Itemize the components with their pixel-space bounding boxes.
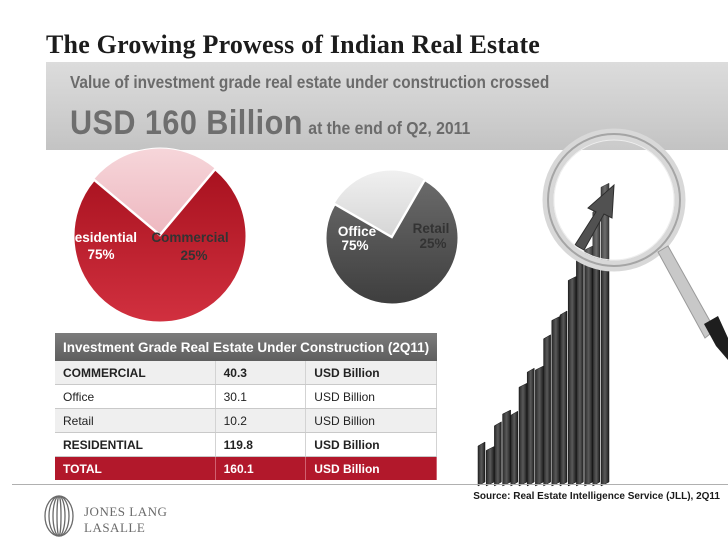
banner-headline: USD 160 Billion at the end of Q2, 2011: [70, 104, 470, 143]
rising-bars-graphic: [477, 182, 615, 487]
logo-line-1: JONES LANG: [84, 504, 168, 519]
table-cell: 30.1: [215, 384, 307, 409]
rising-bar: [567, 276, 577, 487]
footer-divider: [12, 484, 728, 485]
rising-arrow-icon: [574, 183, 615, 251]
pie2-value-retail: 25%: [419, 236, 446, 251]
rising-bar: [526, 367, 535, 487]
table-cell: USD Billion: [305, 432, 437, 457]
table-cell: COMMERCIAL: [55, 361, 216, 385]
rising-bar: [494, 421, 502, 487]
table-row: Retail 10.2 USD Billion: [55, 408, 437, 433]
table-row: Office 30.1 USD Billion: [55, 384, 437, 409]
rising-bar: [518, 382, 528, 487]
pie1-label-commercial: Commercial: [151, 230, 228, 245]
table-cell: 40.3: [215, 361, 307, 385]
pie2-label-office: Office: [338, 224, 377, 239]
rising-bar: [477, 441, 486, 487]
table-cell: 119.8: [215, 432, 307, 457]
pie2-value-office: 75%: [341, 238, 368, 253]
table-row-total: TOTAL 160.1 USD Billion: [55, 456, 437, 480]
rising-bar: [551, 316, 561, 487]
table-cell: USD Billion: [305, 408, 437, 433]
rising-bar: [535, 365, 544, 487]
pie-slice-office: [325, 180, 459, 305]
source-note: Source: Real Estate Intelligence Service…: [473, 491, 720, 502]
banner-subtitle: Value of investment grade real estate un…: [70, 72, 550, 92]
pie-chart-commercial-split: [325, 169, 459, 305]
table-cell: USD Billion: [305, 456, 437, 480]
table-cell: Office: [55, 384, 216, 409]
table-cell: 10.2: [215, 408, 307, 433]
table-cell: 160.1: [215, 456, 307, 480]
rising-bar: [485, 446, 495, 487]
headline-value: USD 160 Billion: [70, 104, 303, 142]
logo-line-2: LASALLE: [84, 520, 146, 535]
table-header: Investment Grade Real Estate Under Const…: [55, 333, 437, 361]
table-row: RESIDENTIAL 119.8 USD Billion: [55, 432, 437, 457]
table-row: COMMERCIAL 40.3 USD Billion: [55, 361, 437, 385]
table-cell: USD Billion: [305, 384, 437, 409]
rising-bar: [502, 409, 511, 487]
construction-table: Investment Grade Real Estate Under Const…: [55, 333, 437, 480]
pie2-label-retail: Retail: [413, 221, 450, 236]
pie1-label-residential: Residential: [65, 230, 137, 245]
table-cell: RESIDENTIAL: [55, 432, 216, 457]
rising-bar: [576, 254, 584, 487]
magnifier-icon: [542, 128, 728, 360]
page-title: The Growing Prowess of Indian Real Estat…: [46, 30, 541, 59]
company-logo-text: JONES LANG LASALLE: [84, 504, 167, 536]
pie1-value-residential: 75%: [87, 247, 114, 262]
pie1-value-commercial: 25%: [180, 248, 207, 263]
table-cell: TOTAL: [55, 456, 216, 480]
table-cell: USD Billion: [305, 361, 437, 385]
pie-slice-residential: [73, 169, 247, 323]
pie-slice-commercial: [93, 147, 216, 235]
pie-slice-retail: [333, 169, 426, 237]
rising-bar: [559, 310, 568, 487]
headline-suffix: at the end of Q2, 2011: [308, 118, 471, 138]
rising-bar: [543, 334, 551, 487]
pie-chart-sector-split: [73, 147, 247, 323]
table-cell: Retail: [55, 408, 216, 433]
rising-bar: [510, 410, 519, 487]
rising-bar: [584, 245, 593, 487]
table-title: Investment Grade Real Estate Under Const…: [55, 333, 437, 361]
